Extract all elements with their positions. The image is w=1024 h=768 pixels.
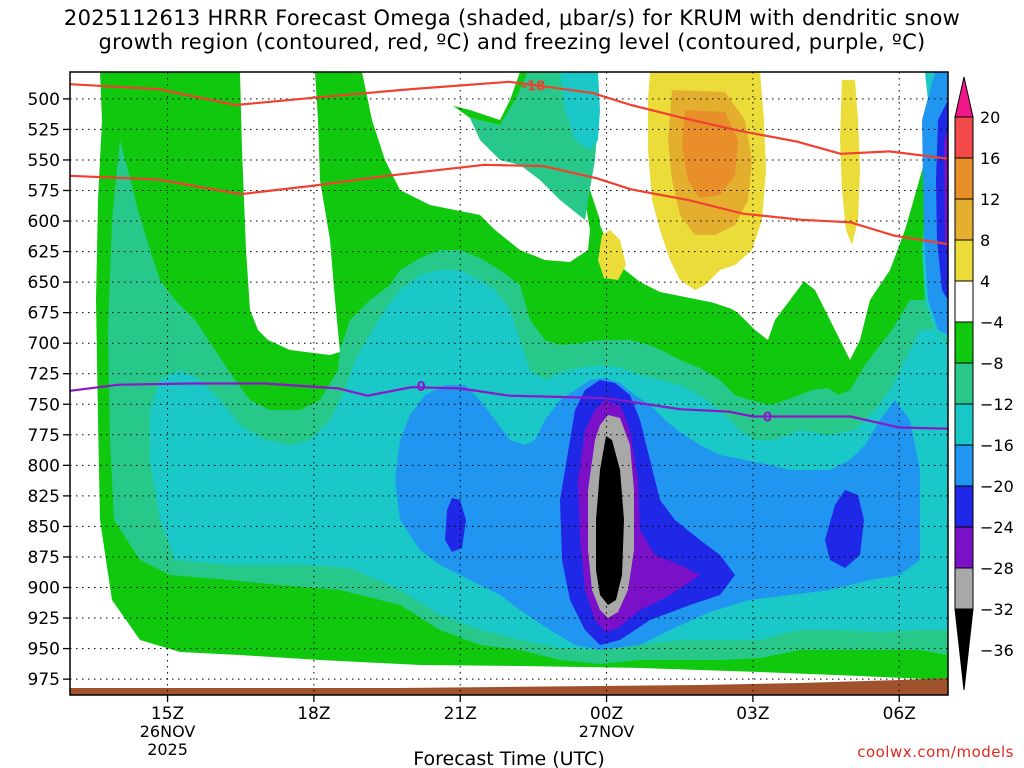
colorbar-label: −4 bbox=[980, 313, 1004, 332]
colorbar-segment bbox=[954, 403, 974, 446]
colorbar-segment bbox=[954, 157, 974, 200]
y-tick-label: 525 bbox=[28, 120, 60, 140]
y-tick-label: 500 bbox=[28, 90, 60, 110]
x-tick-label: 15Z bbox=[151, 704, 184, 724]
y-tick-label: 800 bbox=[28, 456, 60, 476]
watermark: coolwx.com/models bbox=[857, 743, 1014, 761]
colorbar-segment bbox=[954, 321, 974, 364]
plot-frame bbox=[69, 71, 949, 696]
plot-area: -18 0 0 bbox=[70, 72, 948, 695]
y-tick-label: 900 bbox=[28, 579, 60, 599]
colorbar-top-arrow bbox=[954, 76, 974, 118]
colorbar-segment bbox=[954, 116, 974, 159]
grid-lines bbox=[70, 72, 948, 695]
colorbar-label: −28 bbox=[980, 559, 1014, 578]
y-tick-label: 875 bbox=[28, 548, 60, 568]
x-tick-sublabel: 27NOV bbox=[579, 722, 635, 741]
y-tick-label: 850 bbox=[28, 517, 60, 537]
x-tick-label: 18Z bbox=[297, 704, 330, 724]
y-tick-label: 675 bbox=[28, 304, 60, 324]
colorbar-segment bbox=[954, 280, 974, 323]
y-tick-label: 600 bbox=[28, 212, 60, 232]
contour--12c-contour bbox=[70, 163, 948, 246]
y-tick-label: 975 bbox=[28, 670, 60, 690]
colorbar-label: 20 bbox=[980, 108, 1000, 127]
contour--18c-contour bbox=[70, 80, 948, 160]
y-tick-label: 750 bbox=[28, 395, 60, 415]
colorbar-segment bbox=[954, 362, 974, 405]
y-tick-label: 700 bbox=[28, 334, 60, 354]
colorbar-label: 8 bbox=[980, 231, 990, 250]
y-tick-label: 825 bbox=[28, 487, 60, 507]
colorbar-segment bbox=[954, 526, 974, 569]
y-tick-label: 950 bbox=[28, 640, 60, 660]
contour-label: 0 bbox=[763, 410, 772, 425]
x-tick-label: 21Z bbox=[444, 704, 477, 724]
y-tick-label: 575 bbox=[28, 181, 60, 201]
omega-region-dark-blue-small-1 bbox=[445, 498, 466, 552]
contour-label: 0 bbox=[417, 380, 426, 395]
y-tick-label: 625 bbox=[28, 243, 60, 263]
contour-freezing-level-0c bbox=[70, 382, 948, 430]
x-tick-sublabel: 2025 bbox=[147, 740, 188, 759]
colorbar-label: −20 bbox=[980, 477, 1014, 496]
y-tick-label: 775 bbox=[28, 426, 60, 446]
colorbar-segment bbox=[954, 239, 974, 282]
colorbar-segment bbox=[954, 567, 974, 610]
colorbar-label: 16 bbox=[980, 149, 1000, 168]
colorbar-bottom-arrow bbox=[954, 608, 974, 691]
y-axis: 500 525 550 575 600 625 650 675 700 725 750 775 800 8… bbox=[28, 90, 70, 690]
omega-region-yellow-small-2 bbox=[840, 80, 860, 245]
x-tick-sublabel: 26NOV bbox=[140, 722, 196, 741]
omega-region-dark-blue-small-2 bbox=[825, 490, 864, 568]
colorbar-label: 4 bbox=[980, 272, 990, 291]
x-tick-label: 00Z bbox=[590, 704, 623, 724]
colorbar-label: −8 bbox=[980, 354, 1004, 373]
omega-region-white-2 bbox=[248, 72, 322, 315]
colorbar-segment bbox=[954, 444, 974, 487]
colorbar: 20 16 12 8 4 −4 −8 −12 −16 −20 −24 −28 −32 −36 bbox=[954, 76, 1014, 691]
omega-region-dark-orange bbox=[682, 110, 738, 198]
y-tick-label: 650 bbox=[28, 273, 60, 293]
y-tick-label: 925 bbox=[28, 609, 60, 629]
terrain-ground bbox=[70, 678, 948, 695]
x-tick-label: 03Z bbox=[736, 704, 769, 724]
colorbar-segment bbox=[954, 198, 974, 241]
y-tick-label: 550 bbox=[28, 151, 60, 171]
x-tick-label: 06Z bbox=[883, 704, 916, 724]
colorbar-label: −12 bbox=[980, 395, 1014, 414]
chart-title-line1: 2025112613 HRRR Forecast Omega (shaded, … bbox=[63, 6, 961, 30]
colorbar-label: −36 bbox=[980, 641, 1014, 660]
omega-region-yellow-small-1 bbox=[598, 230, 626, 280]
omega-region-black bbox=[596, 436, 624, 605]
omega-region-purple-right bbox=[944, 130, 948, 260]
chart-title: 2025112613 HRRR Forecast Omega (shaded, … bbox=[0, 6, 1024, 54]
colorbar-label: −16 bbox=[980, 436, 1014, 455]
y-tick-label: 725 bbox=[28, 365, 60, 385]
colorbar-label: −24 bbox=[980, 518, 1014, 537]
contour-label: -18 bbox=[522, 79, 546, 94]
colorbar-label: 12 bbox=[980, 190, 1000, 209]
chart-title-line2: growth region (contoured, red, ºC) and f… bbox=[98, 30, 926, 54]
x-axis-label: Forecast Time (UTC) bbox=[413, 748, 604, 768]
omega-shaded-field bbox=[70, 72, 948, 680]
colorbar-label: −32 bbox=[980, 600, 1014, 619]
contour-lines: -18 0 0 bbox=[70, 79, 948, 430]
omega-region-white-5 bbox=[778, 72, 805, 200]
colorbar-segment bbox=[954, 485, 974, 528]
